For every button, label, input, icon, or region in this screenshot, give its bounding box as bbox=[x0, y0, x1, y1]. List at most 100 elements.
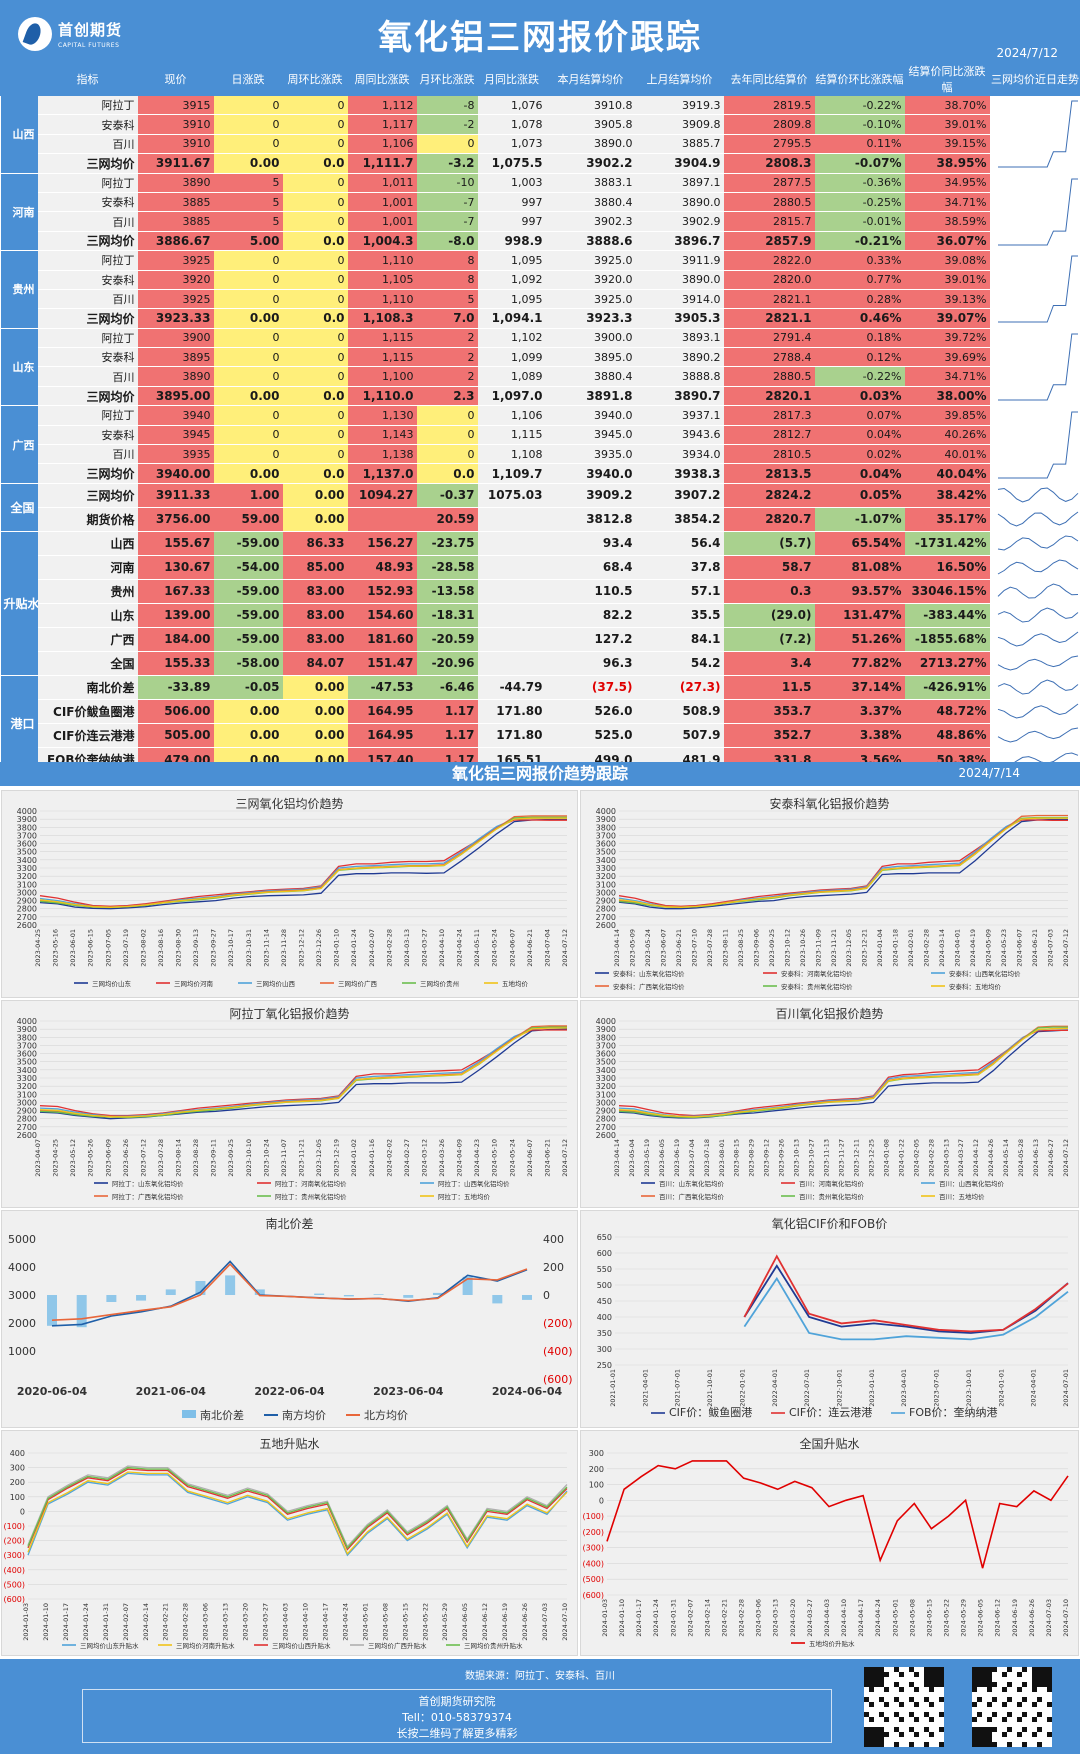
y-tick-label: 2900 bbox=[17, 897, 37, 906]
table-cell: 34.71% bbox=[904, 191, 990, 212]
table-cell: 1,105 bbox=[347, 269, 417, 290]
table-cell: 0 bbox=[213, 366, 283, 387]
sparkline-path bbox=[997, 631, 1078, 647]
table-cell: 0.11% bbox=[814, 133, 905, 154]
table-cell: 2788.4 bbox=[723, 347, 815, 367]
x-tick-label: 2023-06-21 bbox=[675, 929, 683, 967]
series-line bbox=[606, 1460, 1069, 1569]
table-row: 百川 3935 0 0 1,138 0 1,108 3935.0 3934.0 2810.5 0.0… bbox=[1, 444, 1080, 464]
qr-module bbox=[982, 1742, 987, 1747]
table-cell: 139.00 bbox=[137, 602, 214, 628]
brand-logo: 首创期货 CAPITAL FUTURES bbox=[18, 12, 148, 56]
y-tick-label: 350 bbox=[597, 1329, 612, 1338]
y-tick-label: 3500 bbox=[17, 848, 37, 857]
chart-svg: 2600270028002900300031003200330034003500… bbox=[595, 807, 1070, 991]
chart-panel-antaike: 安泰科氧化铝报价趋势 2600 2700 2800 2900 3000 3100 3200 3… bbox=[580, 790, 1079, 998]
org-name: 首创期货研究院 bbox=[418, 1695, 496, 1708]
table-cell: -59.00 bbox=[213, 626, 283, 652]
qr-module bbox=[982, 1732, 987, 1737]
y2-tick-label: 0 bbox=[543, 1289, 550, 1302]
x-tick-label: 2024-03-27 bbox=[806, 1599, 814, 1637]
table-row: CIF价鲅鱼圈港 506.00 0.00 0.00 164.95 1.17 171.80 52… bbox=[1, 698, 1080, 724]
qr-module bbox=[977, 1732, 982, 1737]
table-cell: 1,130 bbox=[347, 405, 417, 426]
qr-module bbox=[939, 1727, 944, 1732]
x-tick-label: 2022-06-04 bbox=[254, 1385, 325, 1398]
y2-tick-label: 400 bbox=[543, 1233, 564, 1246]
table-cell: 93.4 bbox=[545, 530, 636, 556]
table-cell: 2713.27% bbox=[904, 650, 990, 676]
table-cell: 59.00 bbox=[213, 506, 283, 532]
qr-code-right[interactable] bbox=[972, 1667, 1052, 1747]
x-tick-label: 2021-06-04 bbox=[136, 1385, 207, 1398]
spread-bar bbox=[165, 1289, 176, 1295]
y-tick-label: 3800 bbox=[596, 1033, 616, 1042]
x-tick-label: 2023-06-19 bbox=[673, 1139, 681, 1177]
sparkline bbox=[997, 631, 1078, 647]
x-tick-label: 2024-03-27 bbox=[957, 1139, 965, 1177]
spread-bar bbox=[522, 1295, 532, 1300]
table-cell: 0 bbox=[416, 405, 478, 426]
sparkline bbox=[997, 100, 1078, 168]
x-tick-label: 2024-04-12 bbox=[972, 1139, 980, 1177]
y-tick-label: 3600 bbox=[596, 840, 616, 849]
table-cell: 39.01% bbox=[904, 114, 990, 135]
table-cell: 5.00 bbox=[213, 230, 283, 251]
qr-module bbox=[1032, 1687, 1037, 1692]
y-tick-label: 3700 bbox=[17, 831, 37, 840]
table-cell: 2820.1 bbox=[723, 385, 815, 406]
qr-module bbox=[977, 1697, 982, 1702]
qr-module bbox=[1007, 1742, 1012, 1747]
table-cell: 3925.0 bbox=[545, 288, 636, 309]
column-header: 本月结算均价 bbox=[545, 62, 636, 96]
table-cell: 0.0 bbox=[282, 385, 348, 406]
chart-panel-aladdin: 阿拉丁氧化铝报价趋势 2600 2700 2800 2900 3000 3100 3200 3… bbox=[1, 1000, 578, 1208]
qr-module bbox=[894, 1742, 899, 1747]
table-cell: 2824.2 bbox=[723, 482, 815, 508]
spread-bar bbox=[225, 1275, 236, 1295]
y-tick-label: 2600 bbox=[17, 1131, 37, 1140]
qr-module bbox=[1037, 1712, 1042, 1717]
table-cell bbox=[477, 626, 546, 652]
x-tick-label: 2023-07-01 bbox=[933, 1369, 941, 1407]
series-line bbox=[618, 1025, 1068, 1118]
series-line bbox=[618, 1029, 1069, 1119]
table-cell: 2821.1 bbox=[723, 288, 815, 309]
region-label: 山东 bbox=[0, 327, 38, 406]
table-cell: 155.33 bbox=[137, 650, 214, 676]
table-cell: 0.04% bbox=[814, 463, 905, 484]
table-cell: 3920.0 bbox=[545, 269, 636, 290]
table-cell: 1,108.3 bbox=[347, 308, 417, 329]
qr-code-left[interactable] bbox=[864, 1667, 944, 1747]
x-tick-label: 2023-07-12 bbox=[139, 1139, 147, 1177]
x-tick-label: 2024-02-14 bbox=[703, 1599, 711, 1637]
table-cell: 1,100 bbox=[347, 366, 417, 387]
x-tick-label: 2023-06-15 bbox=[87, 929, 95, 967]
x-tick-label: 2023-08-16 bbox=[157, 929, 165, 967]
qr-module bbox=[987, 1682, 992, 1687]
x-tick-label: 2023-06-07 bbox=[659, 929, 667, 967]
table-cell bbox=[477, 602, 546, 628]
table-cell: 3885 bbox=[137, 211, 214, 232]
table-cell: 39.13% bbox=[904, 288, 990, 309]
x-tick-label: 2023-10-17 bbox=[227, 929, 235, 967]
qr-module bbox=[879, 1697, 884, 1702]
qr-module bbox=[1007, 1697, 1012, 1702]
y-tick-label: 3900 bbox=[596, 1025, 616, 1034]
y-tick-label: 2700 bbox=[17, 913, 37, 922]
sparkline-path bbox=[997, 727, 1078, 743]
x-tick-label: 2024-01-31 bbox=[669, 1599, 677, 1637]
x-tick-label: 2024-04-24 bbox=[341, 1603, 349, 1641]
x-tick-label: 2024-05-28 bbox=[1017, 1139, 1025, 1177]
table-row: 广西 阿拉丁 3940 0 0 1,130 0 1,106 3940.0 3937.1 2817.3… bbox=[0, 405, 1080, 484]
table-cell: 1,094.1 bbox=[477, 308, 546, 329]
sparkline-cell bbox=[989, 698, 1080, 724]
sparkline bbox=[997, 411, 1078, 479]
x-tick-label: 2024-05-22 bbox=[421, 1603, 429, 1641]
x-tick-label: 2024-02-28 bbox=[927, 1139, 935, 1177]
x-tick-label: 2023-12-26 bbox=[315, 929, 323, 967]
y-tick-label: 0 bbox=[599, 1496, 604, 1505]
x-tick-label: 2024-05-29 bbox=[960, 1599, 968, 1637]
x-tick-label: 2023-10-31 bbox=[245, 929, 253, 967]
x-tick-label: 2023-08-15 bbox=[733, 1139, 741, 1177]
